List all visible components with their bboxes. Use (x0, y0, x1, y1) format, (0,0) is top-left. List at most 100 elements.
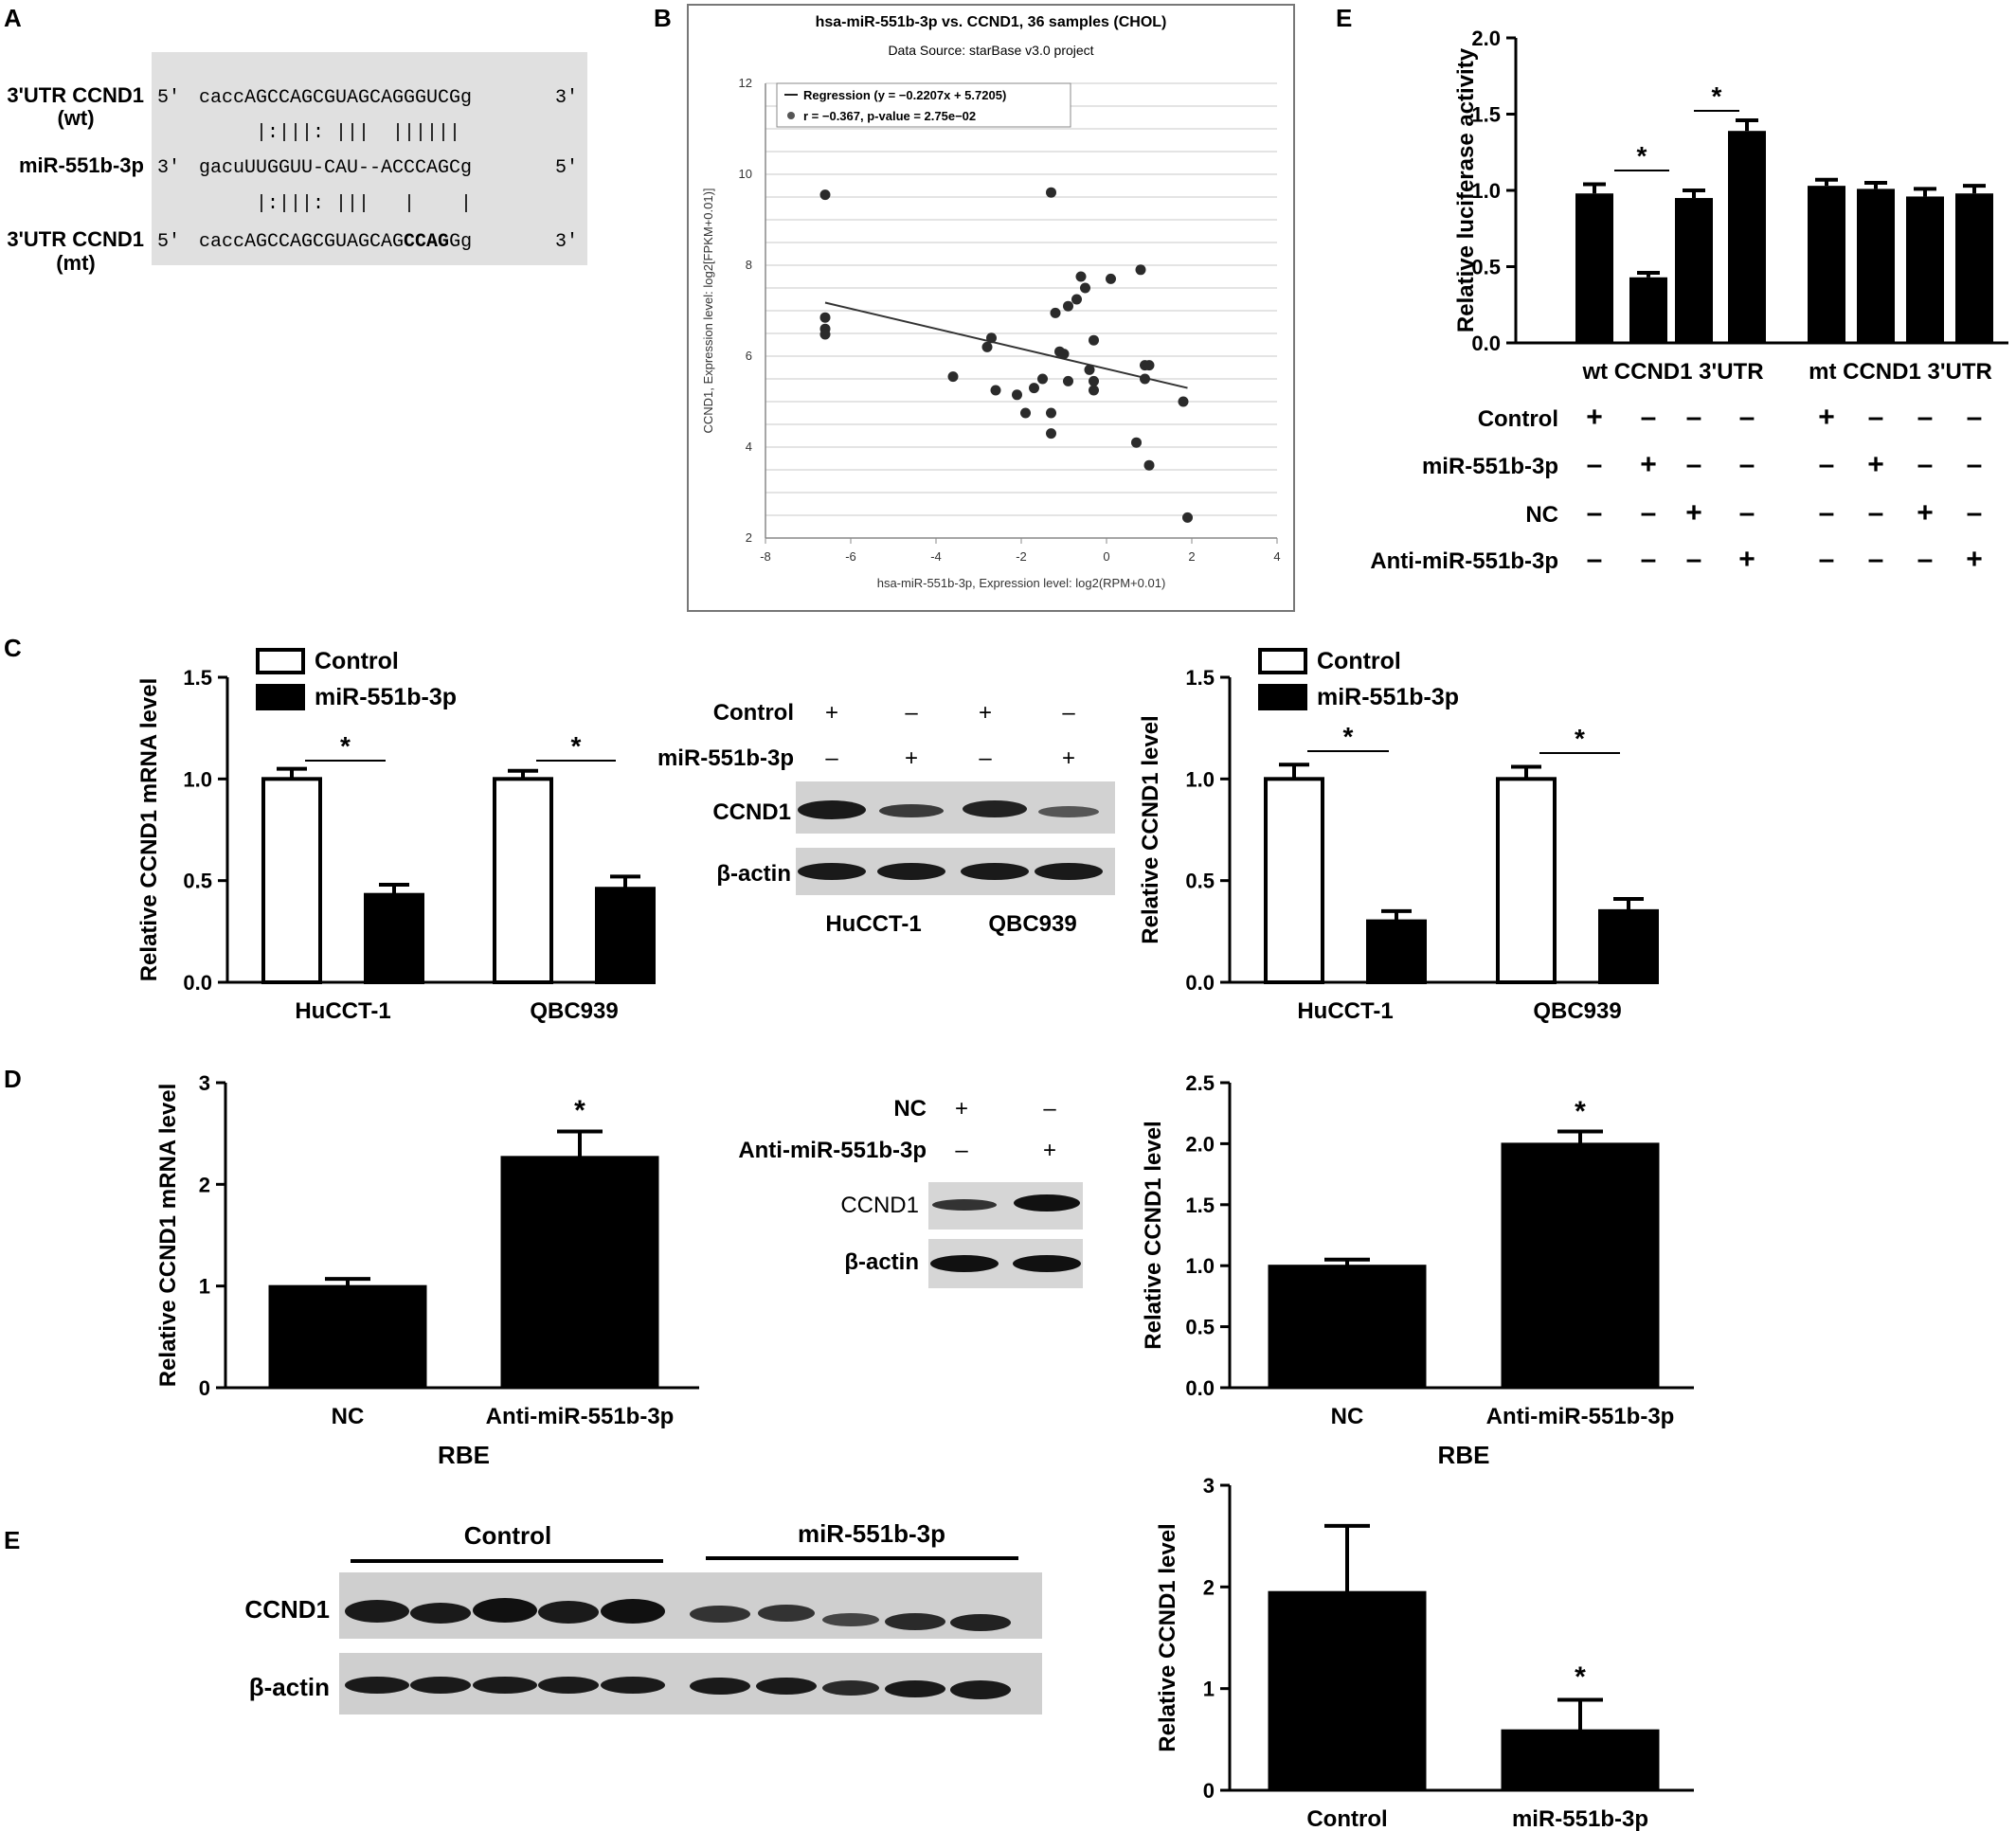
blot-band (885, 1680, 945, 1697)
blot-band (950, 1680, 1011, 1699)
significance-star: * (574, 1095, 585, 1126)
y-tick-label: 3 (1203, 1474, 1215, 1498)
blot-e-band-label: β-actin (249, 1673, 330, 1701)
blot-c-cell-label: QBC939 (988, 911, 1076, 937)
scatter-point (1178, 396, 1189, 407)
scatter-point (1071, 294, 1082, 305)
condition-sign: + (1818, 402, 1835, 433)
legend-swatch (1258, 684, 1307, 710)
condition-sign: – (1967, 449, 1983, 480)
row2-prime3: 3' (157, 157, 180, 179)
blot-d-sign: – (955, 1138, 968, 1163)
row3-prime5: 5' (157, 231, 180, 253)
condition-sign: + (1867, 449, 1884, 480)
blot-band (473, 1677, 537, 1694)
x-tick-label: -2 (1016, 549, 1027, 564)
row2-sequence: gacuUUGGUU-CAU--ACCCAGCg (199, 157, 472, 179)
condition-sign: – (1686, 544, 1702, 575)
bar (500, 1156, 659, 1390)
y-axis-label: Relative CCND1 level (1138, 715, 1163, 943)
panel-label-d: D (4, 1065, 22, 1093)
row3-sublabel: (mt) (56, 251, 96, 275)
row3-seq-mutated: CCAG (404, 231, 449, 253)
x-axis-label: RBE (1438, 1441, 1490, 1469)
blot-c-band-label: CCND1 (712, 799, 791, 825)
scatter-point (1080, 282, 1090, 294)
blot-d-band-label: β-actin (844, 1249, 919, 1275)
condition-label: NC (1525, 502, 1558, 528)
row3-label: 3'UTR CCND1 (7, 227, 144, 251)
y-tick-label: 1.0 (183, 767, 212, 791)
row3-prime3: 3' (555, 231, 578, 253)
scatter-point (1058, 349, 1070, 360)
blot-band (473, 1598, 537, 1623)
row2-label: miR-551b-3p (19, 153, 144, 177)
bar (364, 892, 424, 985)
blot-c-cell-label: HuCCT-1 (825, 911, 921, 937)
blot-c-sign: + (979, 700, 992, 726)
significance-star: * (1343, 722, 1354, 751)
blot-d-sign: – (1043, 1096, 1056, 1122)
row1-seq-upper: AGCCAGCGUAGCAGGGUCGg (244, 87, 472, 109)
y-axis-label: Relative luciferase activity (1453, 47, 1479, 332)
scatter-point (819, 312, 831, 323)
scatter-point (1089, 334, 1099, 346)
y-tick-label: 3 (199, 1071, 210, 1095)
row3-sequence: caccAGCCAGCGUAGCAGCCAGGg (199, 231, 472, 253)
bar (1575, 193, 1613, 343)
blot-d-sign: + (1043, 1138, 1056, 1163)
y-axis-label: Relative CCND1 mRNA level (136, 678, 162, 982)
pairing-lines-1: |:|||: ||| |||||| (256, 122, 460, 144)
bar (1857, 188, 1895, 343)
bar (1268, 1590, 1427, 1791)
x-tick-label: -8 (760, 549, 771, 564)
scatter-point (1046, 407, 1056, 419)
bar (595, 887, 656, 985)
scatter-point (1106, 273, 1116, 284)
y-tick-label: 1.0 (1185, 767, 1215, 791)
panel-e-western-blot: Control miR-551b-3p CCND1 β-actin (244, 1519, 1042, 1714)
y-tick-label: 0.5 (1185, 870, 1215, 893)
condition-sign: – (1819, 544, 1835, 575)
panel-label-b: B (654, 4, 672, 32)
scatter-point (986, 332, 997, 344)
condition-sign: + (1640, 449, 1657, 480)
scatter-point (1182, 512, 1193, 523)
scatter-point (1089, 385, 1099, 396)
scatter-point (1143, 459, 1155, 471)
blot-band (1014, 1194, 1080, 1212)
scatter-point (1046, 428, 1056, 440)
bar (1501, 1729, 1660, 1792)
condition-sign: – (1868, 544, 1884, 575)
scatter-point (990, 385, 1001, 396)
scatter-point (819, 189, 831, 201)
significance-star: * (1637, 141, 1647, 171)
y-tick-label: 8 (746, 258, 752, 272)
bar (1264, 777, 1324, 984)
row1-sublabel: (wt) (57, 106, 94, 130)
scatter-point (1037, 373, 1048, 385)
condition-sign: – (1641, 544, 1657, 575)
pairing-lines-2: |:|||: ||| | | (256, 193, 472, 215)
x-tick-label: HuCCT-1 (1297, 998, 1393, 1024)
condition-sign: – (1917, 544, 1934, 575)
panel-c-western-blot: Control + – + – miR-551b-3p – + – + CCND… (657, 700, 1115, 937)
bar (1366, 919, 1427, 984)
scatter-point (1143, 360, 1155, 371)
blot-band (538, 1601, 599, 1624)
y-tick-label: 10 (739, 167, 752, 181)
blot-band (756, 1678, 817, 1695)
y-tick-label: 0.0 (1185, 1376, 1215, 1400)
condition-label: Control (1478, 406, 1558, 432)
y-tick-label: 0.5 (1471, 256, 1501, 279)
blot-band (690, 1606, 750, 1623)
x-tick-label: HuCCT-1 (295, 998, 390, 1024)
blot-band (932, 1199, 997, 1211)
y-tick-label: 1 (199, 1275, 210, 1299)
blot-c-sign: – (1062, 700, 1075, 726)
scatter-point (1050, 307, 1061, 318)
y-tick-label: 1.5 (1471, 103, 1501, 127)
x-group-label: wt CCND1 3'UTR (1581, 359, 1763, 385)
